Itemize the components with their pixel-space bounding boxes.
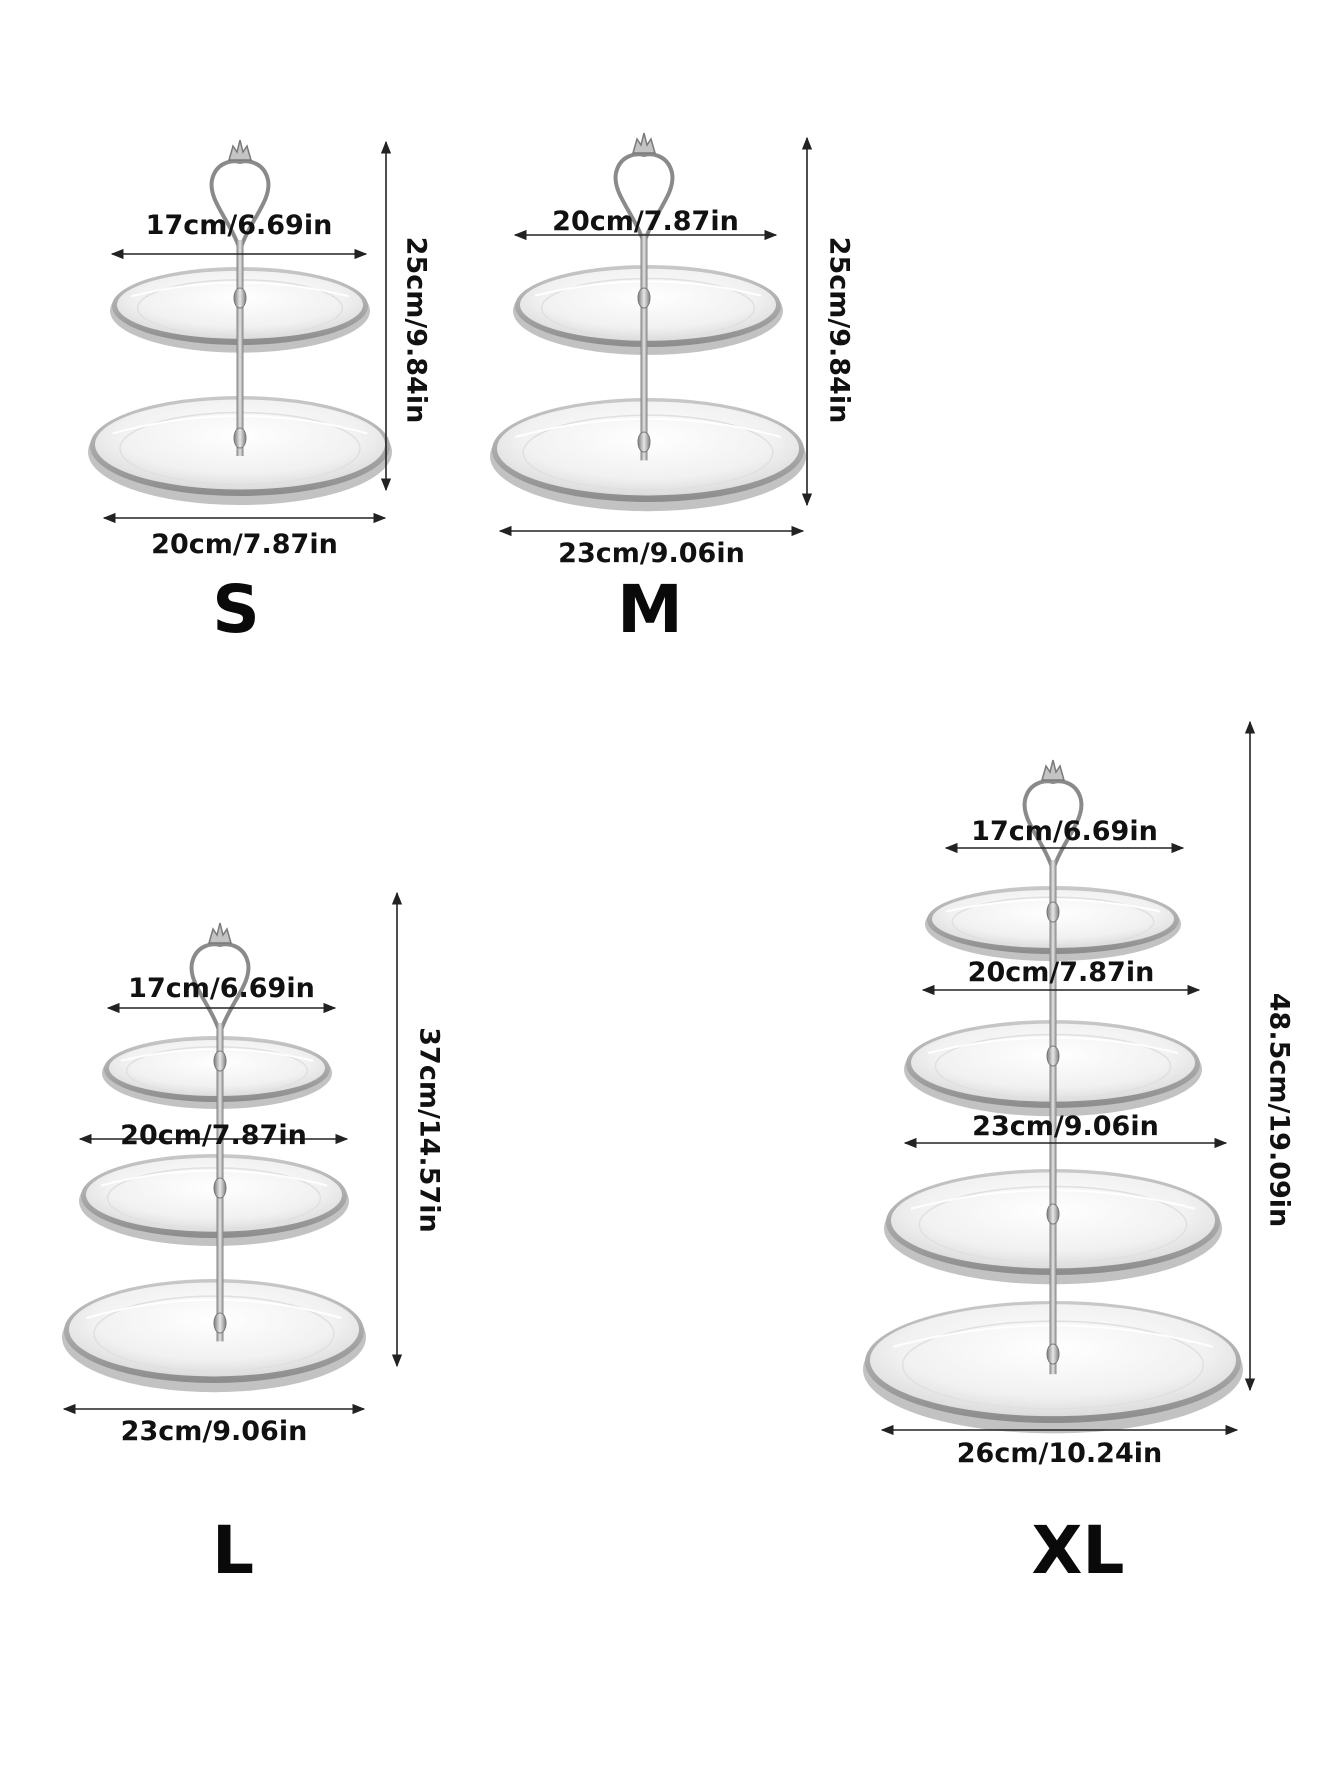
stand-m: 20cm/7.87in 23cm/9.06in 25cm/9.84in M [490, 132, 855, 648]
height-label: 25cm/9.84in [824, 237, 855, 424]
stand-l: 17cm/6.69in 20cm/7.87in 23cm/9.06in 37cm/14… [62, 891, 445, 1589]
stand-handle [613, 132, 675, 244]
rod-joint [1046, 1203, 1060, 1225]
stand-rod [640, 233, 648, 461]
tier-width-label: 17cm/6.69in [146, 210, 333, 241]
stand-handle [189, 922, 251, 1034]
tier-width-label: 20cm/7.87in [968, 957, 1155, 988]
tier-width-label: 23cm/9.06in [121, 1416, 308, 1447]
height-label: 37cm/14.57in [414, 1027, 445, 1232]
stand-handle [1022, 759, 1084, 871]
stand-handle [209, 139, 271, 251]
tier-width-label: 26cm/10.24in [957, 1438, 1162, 1469]
stand-rod [1049, 860, 1057, 1375]
tier-width-label: 20cm/7.87in [151, 529, 338, 560]
rod-joint [637, 431, 651, 453]
size-label: L [212, 1512, 254, 1589]
size-label: XL [1032, 1512, 1125, 1589]
tier-width-label: 17cm/6.69in [971, 816, 1158, 847]
rod-joint [1046, 901, 1060, 923]
stand-xl: 17cm/6.69in 20cm/7.87in 23cm/9.06in 26cm/10… [863, 720, 1295, 1589]
rod-joint [637, 287, 651, 309]
tier-width-label: 23cm/9.06in [972, 1111, 1159, 1142]
height-label: 25cm/9.84in [401, 237, 432, 424]
plate-tier-2 [79, 1154, 349, 1247]
tier-width-label: 20cm/7.87in [120, 1120, 307, 1151]
rod-joint [213, 1312, 227, 1334]
height-label: 48.5cm/19.09in [1264, 993, 1295, 1228]
rod-joint [213, 1050, 227, 1072]
rod-joint [1046, 1045, 1060, 1067]
plate-tier-3 [62, 1279, 366, 1393]
stand-rod [236, 240, 244, 456]
tier-width-label: 20cm/7.87in [552, 206, 739, 237]
rod-joint [233, 427, 247, 449]
rod-joint [233, 287, 247, 309]
plate-tier-2 [490, 398, 806, 512]
rod-joint [213, 1177, 227, 1199]
size-label: M [617, 571, 683, 648]
plate-tier-1 [513, 265, 783, 355]
rod-joint [1046, 1343, 1060, 1365]
tier-width-label: 23cm/9.06in [558, 538, 745, 569]
stand-s: 17cm/6.69in 20cm/7.87in 25cm/9.84in S [88, 139, 432, 648]
tier-width-label: 17cm/6.69in [128, 973, 315, 1004]
size-label: S [212, 571, 260, 648]
